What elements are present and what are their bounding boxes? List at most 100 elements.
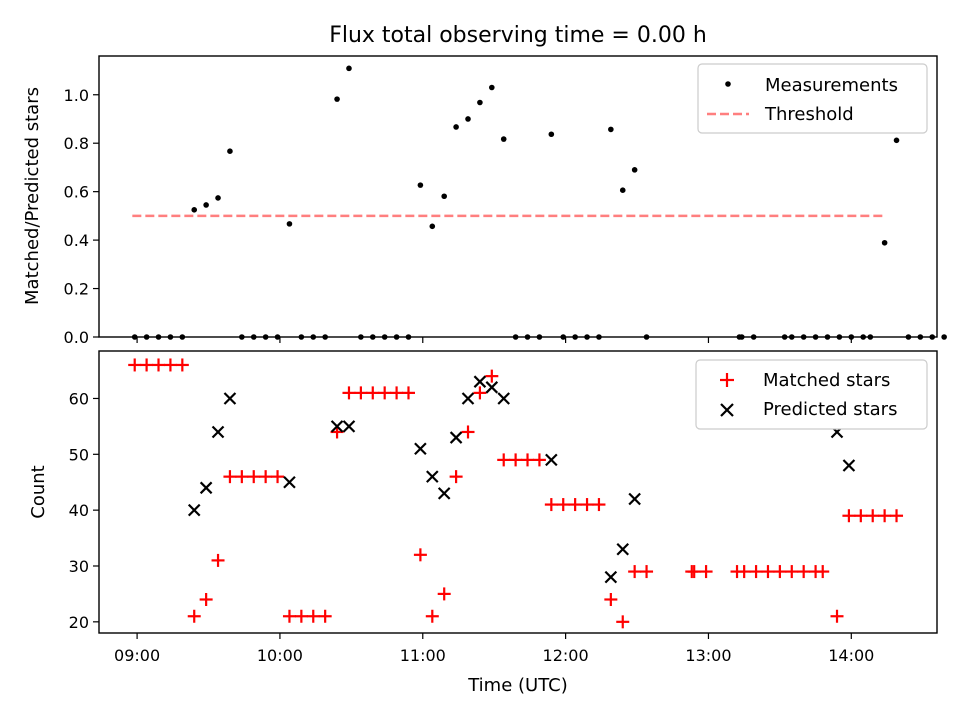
bottom-legend: Matched stars Predicted stars — [695, 359, 928, 430]
matched-star-point — [497, 453, 511, 467]
matched-star-point — [390, 386, 404, 400]
matched-star-point — [773, 565, 787, 579]
measurement-point — [429, 223, 436, 230]
predicted-star-point — [449, 431, 463, 444]
x-tick-label: 12:00 — [543, 646, 589, 665]
predicted-star-point — [473, 375, 487, 388]
measurement-point — [631, 167, 638, 173]
bottom-y-tick-label: 30 — [69, 557, 89, 576]
matched-star-point — [604, 592, 618, 606]
measurement-point — [441, 193, 447, 200]
measurement-point — [489, 84, 495, 91]
legend-measurements-marker — [725, 81, 731, 87]
matched-star-point — [628, 565, 642, 579]
top-y-tick-label: 1.0 — [64, 86, 89, 105]
measurement-point — [500, 136, 507, 142]
matched-star-point — [152, 358, 166, 372]
measurement-point — [465, 116, 471, 122]
matched-star-point — [580, 498, 594, 512]
matched-star-point — [413, 548, 427, 562]
matched-star-point — [687, 565, 701, 579]
top-y-tick-label: 0.2 — [64, 280, 89, 299]
top-legend: Measurements Threshold — [697, 63, 928, 134]
measurement-point — [227, 148, 233, 155]
matched-star-point — [163, 358, 177, 372]
top-y-tick-label: 0.0 — [64, 328, 89, 347]
measurement-point — [203, 202, 209, 208]
predicted-star-point — [223, 392, 237, 405]
matched-star-point — [140, 358, 154, 372]
matched-stars-points — [128, 358, 904, 629]
x-tick-label: 09:00 — [114, 646, 160, 665]
matched-star-point — [378, 386, 392, 400]
predicted-star-point — [628, 492, 641, 506]
matched-star-point — [878, 509, 892, 523]
measurement-point — [453, 124, 459, 130]
predicted-star-point — [497, 392, 510, 405]
measurement-point — [881, 239, 888, 246]
matched-star-point — [211, 553, 225, 567]
matched-star-point — [699, 565, 713, 579]
legend-threshold-label: Threshold — [764, 104, 854, 125]
top-y-tick-label: 0.6 — [64, 183, 89, 202]
matched-star-point — [401, 386, 415, 400]
bottom-y-tick-label: 60 — [69, 389, 89, 408]
matched-star-point — [271, 470, 285, 484]
legend-predicted-label: Predicted stars — [763, 399, 897, 420]
measurement-point — [346, 65, 352, 72]
predicted-star-point — [414, 442, 427, 456]
matched-star-point — [437, 587, 451, 601]
measurement-point — [215, 195, 221, 201]
matched-star-point — [235, 470, 249, 484]
matched-star-point — [461, 425, 475, 439]
matched-star-point — [830, 609, 844, 623]
matched-star-point — [616, 615, 630, 629]
x-tick-label: 10:00 — [257, 646, 303, 665]
x-axis-label: Time (UTC) — [467, 675, 568, 696]
matched-star-point — [544, 498, 558, 512]
predicted-star-point — [199, 481, 213, 495]
matched-star-point — [785, 565, 799, 579]
predicted-star-point — [283, 475, 296, 489]
matched-star-point — [866, 509, 880, 523]
matched-star-point — [366, 386, 380, 400]
predicted-star-point — [545, 453, 558, 467]
matched-star-point — [749, 565, 763, 579]
bottom-axes-frame — [98, 350, 938, 634]
matched-star-point — [521, 453, 535, 467]
x-tick-label: 14:00 — [828, 646, 874, 665]
matched-star-point — [128, 358, 142, 372]
matched-star-point — [509, 453, 523, 467]
matched-star-point — [425, 609, 439, 623]
matched-star-point — [568, 498, 582, 512]
matched-star-point — [797, 565, 811, 579]
matched-star-point — [294, 609, 308, 623]
legend-matched-marker — [720, 373, 734, 387]
matched-star-point — [282, 609, 296, 623]
predicted-star-point — [604, 570, 618, 584]
matched-star-point — [354, 386, 368, 400]
matched-star-point — [342, 386, 356, 400]
predicted-star-point — [485, 381, 499, 394]
measurement-point — [893, 137, 900, 144]
top-y-tick-label: 0.4 — [64, 231, 89, 250]
top-axes-frame — [98, 55, 938, 338]
measurement-point — [286, 221, 293, 227]
measurement-point — [941, 334, 947, 340]
predicted-star-point — [330, 420, 344, 433]
matched-star-point — [473, 386, 487, 400]
measurement-point — [619, 187, 626, 194]
matched-star-point — [592, 498, 606, 512]
measurement-point — [191, 207, 198, 213]
predicted-star-point — [437, 487, 451, 500]
matched-star-point — [816, 565, 830, 579]
x-tick-label: 13:00 — [685, 646, 731, 665]
measurement-point — [417, 182, 424, 188]
measurement-point — [608, 126, 614, 133]
matched-star-point — [175, 358, 189, 372]
predicted-star-point — [842, 459, 856, 472]
matched-star-point — [306, 609, 320, 623]
matched-star-point — [247, 470, 261, 484]
top-panel: 0.0 0.2 0.4 0.6 0.8 1.0 Matched/Predicted sta… — [22, 55, 947, 347]
